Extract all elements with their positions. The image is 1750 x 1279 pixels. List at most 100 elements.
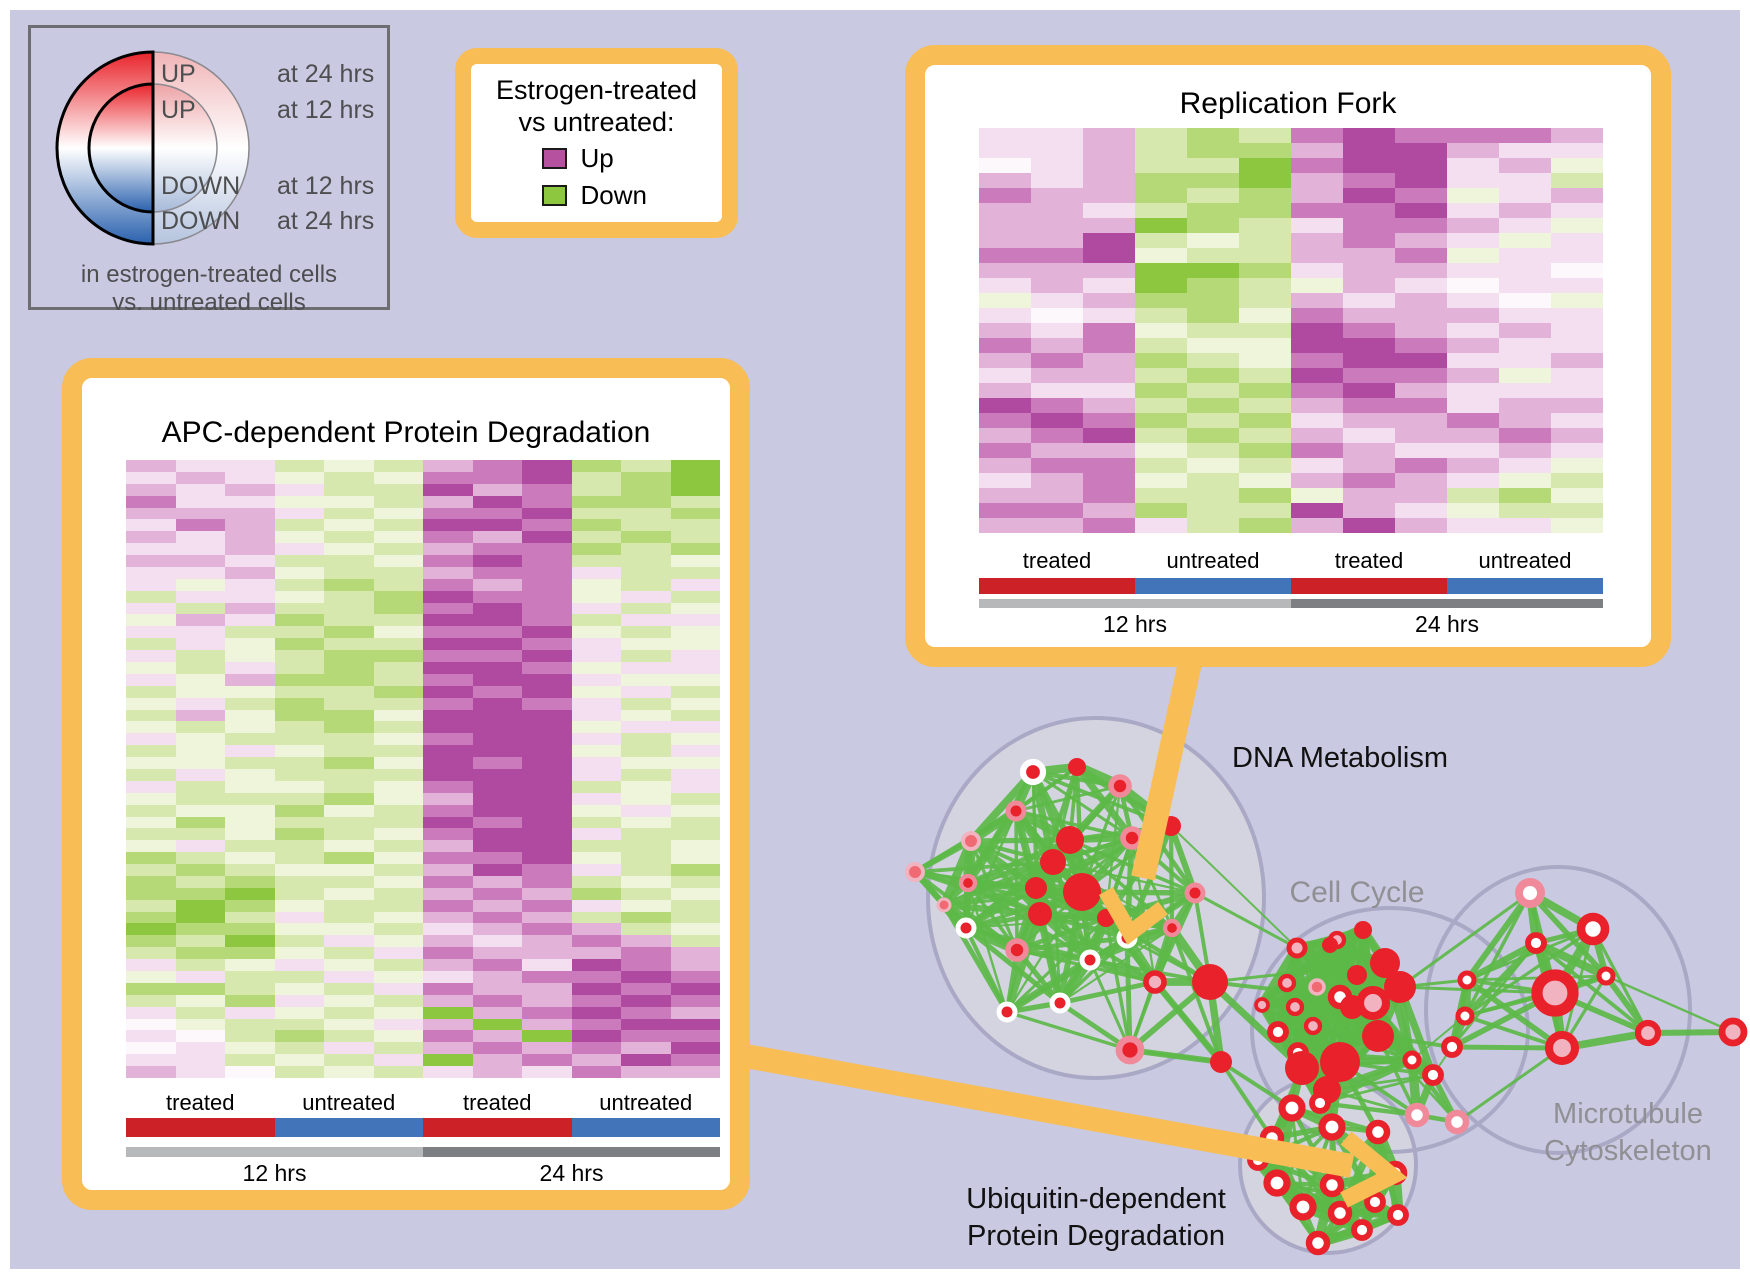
heatmap-cell (1187, 173, 1239, 188)
heatmap-cell (324, 638, 374, 651)
heatmap-cell (423, 460, 473, 472)
heatmap-cell (126, 685, 176, 698)
heatmap-cell (373, 460, 423, 472)
heatmap-cell (1083, 473, 1135, 488)
heatmap-cell (1135, 143, 1187, 158)
heatmap-cell (571, 923, 621, 936)
heatmap-cell (1395, 188, 1447, 203)
heatmap-cell (979, 443, 1031, 458)
heatmap-cell (373, 816, 423, 829)
heatmap-cell (126, 745, 176, 758)
heatmap-cell (1291, 308, 1343, 323)
heatmap-cell (522, 792, 572, 805)
heatmap-cell (979, 143, 1031, 158)
heatmap-cell (979, 233, 1031, 248)
heatmap-cell (522, 745, 572, 758)
heatmap-cell (175, 697, 225, 710)
down-label: Down (580, 180, 647, 210)
heatmap-cell (1031, 143, 1083, 158)
heatmap-cell (1499, 338, 1551, 353)
heatmap-cell (1551, 323, 1603, 338)
heatmap-cell (423, 638, 473, 651)
group-label: treated (463, 1090, 532, 1115)
heatmap-cell (423, 1018, 473, 1031)
heatmap-cell (423, 721, 473, 734)
heatmap-cell (1031, 473, 1083, 488)
heatmap-cell (1551, 203, 1603, 218)
heatmap-cell (522, 614, 572, 627)
heatmap-cell (1135, 278, 1187, 293)
heatmap-cell (274, 555, 324, 567)
heatmap-cell (1031, 173, 1083, 188)
heatmap-cell (274, 531, 324, 544)
heatmap-cell (522, 590, 572, 603)
heatmap-cell (1343, 248, 1395, 263)
heatmap-cell (472, 947, 522, 960)
heatmap-cell (1031, 383, 1083, 398)
heatmap-cell (324, 840, 374, 853)
heatmap-cell (1343, 488, 1395, 503)
mt-label-line2: Cytoskeleton (1544, 1135, 1712, 1167)
heatmap-cell (670, 650, 720, 663)
heatmap-cell (1291, 323, 1343, 338)
heatmap-cell (1343, 128, 1395, 143)
heatmap-cell (1083, 368, 1135, 383)
heatmap-cell (225, 555, 275, 567)
heatmap-cell (1447, 203, 1499, 218)
heatmap-cell (472, 840, 522, 853)
heatmap-cell (324, 1018, 374, 1031)
heatmap-cell (126, 780, 176, 793)
heatmap-cell (1083, 188, 1135, 203)
heatmap-cell (522, 555, 572, 567)
group-label: untreated (599, 1090, 693, 1115)
heatmap-cell (1291, 428, 1343, 443)
heatmap-cell (373, 483, 423, 496)
group-color-bar (979, 578, 1135, 594)
heatmap-cell (1135, 128, 1187, 143)
heatmap-cell (373, 602, 423, 615)
heatmap-cell (423, 1054, 473, 1067)
heatmap-cell (670, 994, 720, 1007)
heatmap-cell (175, 780, 225, 793)
heatmap-cell (1187, 323, 1239, 338)
heatmap-cell (1447, 263, 1499, 278)
heatmap-cell (126, 899, 176, 912)
heatmap-cell (1551, 443, 1603, 458)
heatmap-cell (1239, 503, 1291, 518)
heatmap-cell (1187, 308, 1239, 323)
heatmap-cell (274, 887, 324, 900)
heatmap-cell (373, 519, 423, 532)
heatmap-cell (979, 398, 1031, 413)
heatmap-cell (126, 1030, 176, 1043)
heatmap-cell (423, 543, 473, 556)
heatmap-cell (621, 982, 671, 995)
up-label: Up (580, 143, 614, 173)
heatmap-cell (274, 768, 324, 781)
heatmap-cell (522, 852, 572, 865)
heatmap-cell (274, 495, 324, 508)
heatmap-cell (1395, 503, 1447, 518)
heatmap-cell (1291, 473, 1343, 488)
heatmap-cell (472, 685, 522, 698)
heatmap-cell (1187, 218, 1239, 233)
heatmap-cell (1499, 383, 1551, 398)
heatmap-cell (979, 173, 1031, 188)
heatmap-cell (175, 792, 225, 805)
group-label: treated (1022, 548, 1092, 573)
heatmap-cell (621, 792, 671, 805)
heatmap-cell (472, 602, 522, 615)
heatmap-cell (1291, 398, 1343, 413)
heatmap-cell (373, 840, 423, 853)
heatmap-cell (423, 911, 473, 924)
ring-time-label: at 12 hrs (277, 172, 375, 200)
heatmap-cell (274, 1054, 324, 1067)
heatmap-cell (175, 555, 225, 567)
heatmap-cell (175, 911, 225, 924)
heatmap-cell (670, 1030, 720, 1043)
heatmap-cell (979, 128, 1031, 143)
heatmap-cell (225, 1030, 275, 1043)
heatmap-cell (225, 816, 275, 829)
heatmap-cell (126, 543, 176, 556)
heatmap-cell (979, 338, 1031, 353)
heatmap-cell (324, 471, 374, 484)
